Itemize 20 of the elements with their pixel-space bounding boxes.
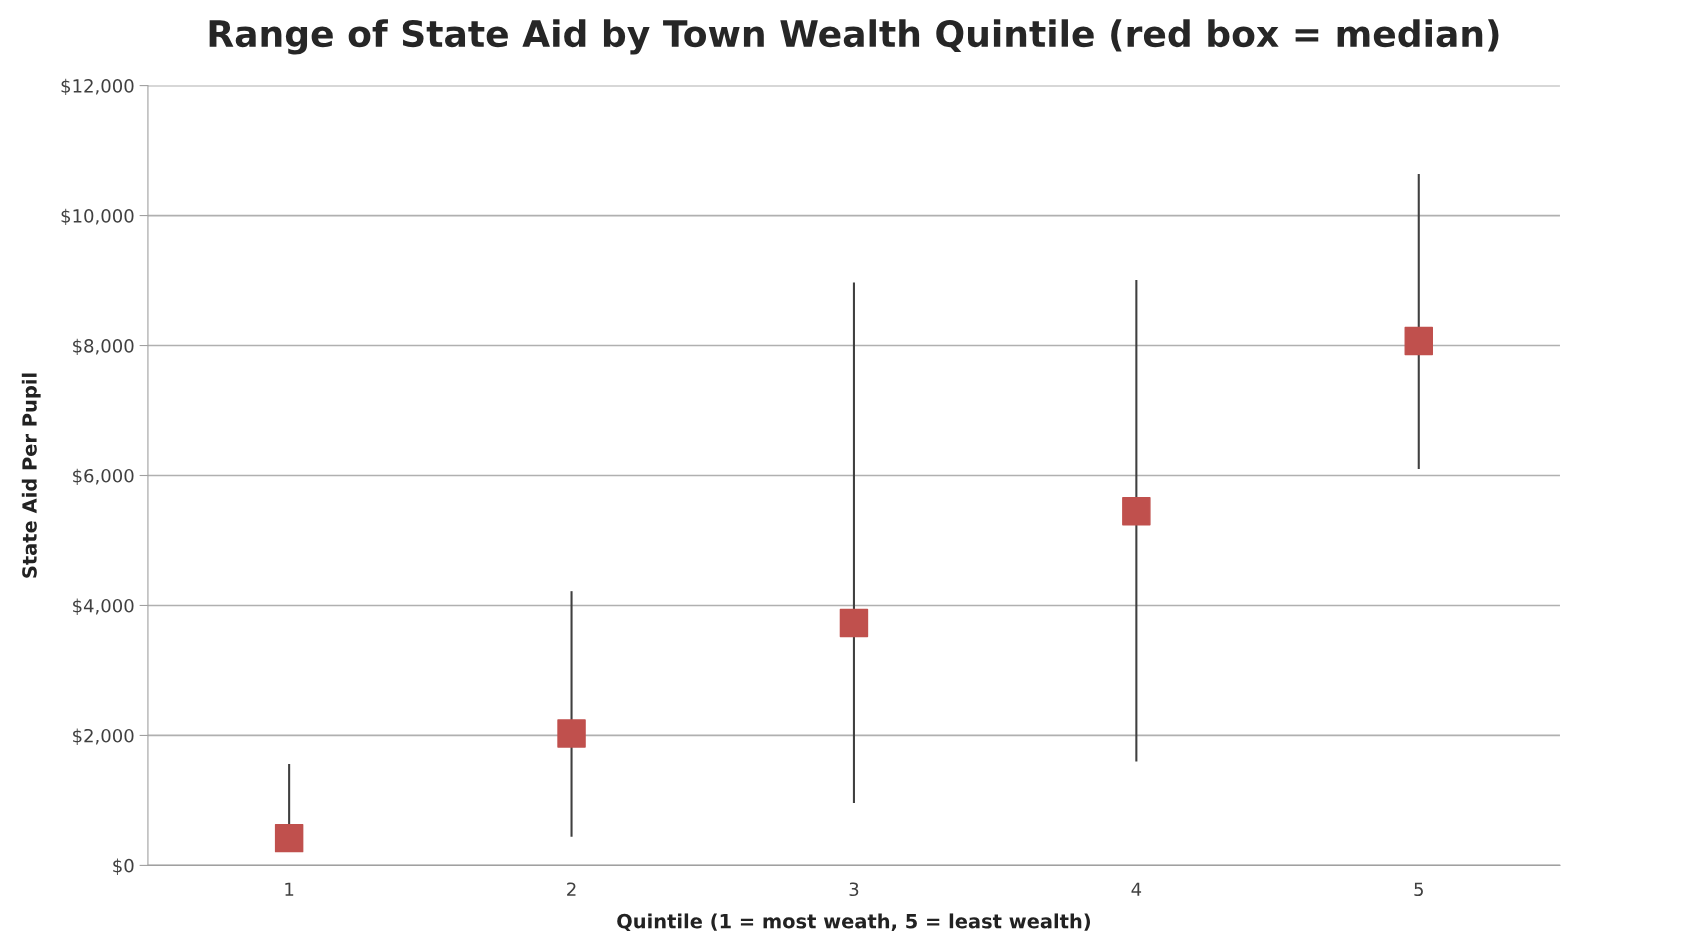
point — [557, 719, 586, 748]
point — [1404, 326, 1433, 356]
x-tick-label: 1 — [285, 882, 294, 896]
x-tick-label: 4 — [1131, 882, 1142, 896]
point — [274, 823, 304, 853]
point — [839, 608, 869, 638]
chart-title: Range of State Aid by Town Wealth Quintile (red box = median) — [209, 19, 1499, 55]
x-tick-label: 3 — [849, 882, 859, 897]
x-tick-label: 2 — [567, 882, 576, 896]
x-tick-label: 5 — [1414, 882, 1423, 897]
x-axis-title: Quintile (1 = most weath, 5 = least wealth) — [617, 913, 1091, 932]
y-tick-label: $2,000 — [73, 728, 134, 745]
y-tick-label: $10,000 — [61, 208, 134, 226]
y-axis-title: State Aid Per Pupil — [21, 373, 41, 578]
point — [1122, 497, 1151, 526]
y-tick-label: $12,000 — [61, 78, 134, 96]
y-tick-label: $8,000 — [73, 338, 134, 356]
y-tick-label: $0 — [113, 858, 134, 875]
y-tick-label: $6,000 — [73, 468, 134, 486]
y-tick-label: $4,000 — [73, 598, 134, 615]
